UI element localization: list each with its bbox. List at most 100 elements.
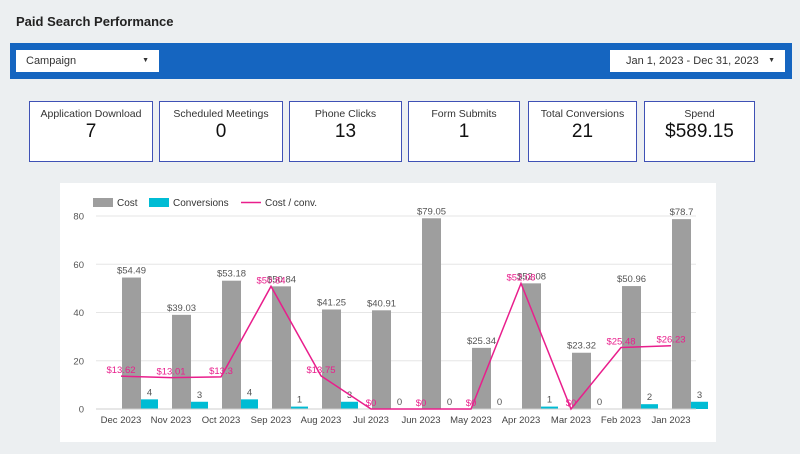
x-tick-label: Apr 2023 — [502, 415, 541, 426]
data-label-conversions: 3 — [697, 390, 702, 401]
x-tick-label: Nov 2023 — [151, 415, 192, 426]
bar-cost — [122, 277, 141, 409]
kpi-card: Application Download 7 — [29, 101, 153, 162]
kpi-label: Spend — [684, 108, 715, 120]
page-title: Paid Search Performance — [16, 14, 174, 29]
x-tick-label: Jul 2023 — [353, 415, 389, 426]
data-label-cost-per-conv: $13.01 — [156, 367, 185, 378]
kpi-label: Form Submits — [431, 108, 497, 120]
kpi-value: 1 — [458, 121, 470, 142]
data-label-cost-per-conv: $0 — [366, 398, 377, 409]
data-label-conversions: 3 — [197, 390, 202, 401]
y-tick-label: 40 — [73, 308, 84, 319]
data-label-cost-per-conv: $13.75 — [306, 365, 335, 376]
data-label-cost: $39.03 — [167, 303, 196, 314]
y-tick-label: 60 — [73, 260, 84, 271]
x-tick-label: Feb 2023 — [601, 415, 641, 426]
data-label-cost-per-conv: $0 — [566, 398, 577, 409]
chart-legend: Cost Conversions Cost / conv. — [93, 198, 317, 209]
kpi-card: Scheduled Meetings 0 — [159, 101, 283, 162]
x-tick-label: Sep 2023 — [251, 415, 292, 426]
y-tick-label: 0 — [79, 405, 84, 416]
bar-conversions — [691, 401, 708, 409]
data-label-cost: $40.91 — [367, 298, 396, 309]
legend-swatch-cost — [93, 198, 113, 207]
kpi-value: 21 — [571, 121, 594, 142]
data-label-cost: $79.05 — [417, 206, 446, 217]
x-tick-label: Mar 2023 — [551, 415, 591, 426]
bar-cost — [322, 309, 341, 409]
x-tick-label: Aug 2023 — [301, 415, 342, 426]
combo-chart: Cost Conversions Cost / conv. 020406080$… — [73, 198, 708, 426]
bar-cost — [572, 352, 591, 409]
data-label-conversions: 0 — [447, 397, 452, 408]
data-label-cost-per-conv: $0 — [416, 398, 427, 409]
bar-conversions — [641, 404, 658, 409]
data-label-cost: $78.7 — [670, 207, 694, 218]
kpi-value: 7 — [85, 121, 97, 142]
data-label-cost-per-conv: $26.23 — [656, 335, 685, 346]
filter-bar: Campaign ▼ Jan 1, 2023 - Dec 31, 2023 ▼ — [10, 43, 792, 79]
kpi-card: Phone Clicks 13 — [289, 101, 402, 162]
line-cost-per-conv — [120, 281, 672, 411]
campaign-select-label: Campaign — [26, 55, 77, 67]
data-label-cost-per-conv: $50.84 — [256, 275, 285, 286]
data-label-cost-per-conv: $13.3 — [209, 366, 233, 377]
data-label-cost: $50.84 — [267, 274, 296, 285]
bar-cost — [372, 310, 391, 409]
data-label-cost: $53.18 — [217, 269, 246, 280]
date-range-select[interactable]: Jan 1, 2023 - Dec 31, 2023 ▼ — [610, 50, 785, 72]
bar-conversions — [291, 406, 308, 409]
x-tick-label: May 2023 — [450, 415, 492, 426]
kpi-value: 13 — [334, 121, 357, 142]
y-tick-label: 80 — [73, 212, 84, 223]
bar-cost — [272, 286, 291, 409]
legend-swatch-conversions — [149, 198, 169, 207]
legend-label-cost: Cost — [117, 198, 138, 209]
data-label-cost-per-conv: $0 — [466, 398, 477, 409]
data-label-conversions: 4 — [247, 387, 252, 398]
bar-conversions — [141, 399, 158, 409]
data-label-cost: $52.08 — [517, 271, 546, 282]
chevron-down-icon: ▼ — [142, 57, 149, 64]
date-range-value: Jan 1, 2023 - Dec 31, 2023 — [626, 55, 759, 67]
data-label-conversions: 0 — [597, 397, 602, 408]
bar-conversions — [191, 401, 208, 409]
kpi-value: 0 — [215, 121, 227, 142]
x-tick-label: Dec 2023 — [101, 415, 142, 426]
legend-label-conversions: Conversions — [173, 198, 229, 209]
data-label-conversions: 1 — [547, 395, 552, 406]
bar-conversions — [541, 406, 558, 409]
bar-cost — [172, 314, 191, 409]
bar-cost — [522, 283, 541, 409]
data-label-cost-per-conv: $13.62 — [106, 365, 135, 376]
data-label-cost: $50.96 — [617, 274, 646, 285]
kpi-label: Scheduled Meetings — [173, 108, 269, 120]
x-tick-label: Oct 2023 — [202, 415, 241, 426]
x-tick-label: Jan 2023 — [651, 415, 690, 426]
kpi-label: Total Conversions — [540, 108, 625, 120]
y-tick-label: 20 — [73, 356, 84, 367]
data-label-cost-per-conv: $25.48 — [606, 337, 635, 348]
data-label-cost: $54.49 — [117, 266, 146, 277]
data-label-cost: $23.32 — [567, 341, 596, 352]
data-label-cost: $41.25 — [317, 297, 346, 308]
chart-card: Cost Conversions Cost / conv. 0 20 40 60 80 $… — [60, 183, 716, 442]
kpi-card: Spend $589.15 — [644, 101, 755, 162]
x-tick-label: Jun 2023 — [401, 415, 440, 426]
bar-conversions — [341, 401, 358, 409]
data-label-conversions: 0 — [497, 397, 502, 408]
data-label-conversions: 2 — [647, 392, 652, 403]
data-label-conversions: 4 — [147, 387, 152, 398]
data-label-conversions: 0 — [397, 397, 402, 408]
kpi-value: $589.15 — [665, 121, 734, 142]
bar-conversions — [241, 399, 258, 409]
campaign-select[interactable]: Campaign ▼ — [16, 50, 159, 72]
data-label-cost: $25.34 — [467, 336, 496, 347]
legend-label-cost-per-conv: Cost / conv. — [265, 198, 317, 209]
data-label-conversions: 1 — [297, 395, 302, 406]
bar-cost — [672, 219, 691, 409]
data-label-cost-per-conv: $52.08 — [506, 272, 535, 283]
chevron-down-icon: ▼ — [768, 57, 775, 64]
kpi-card: Form Submits 1 — [408, 101, 520, 162]
